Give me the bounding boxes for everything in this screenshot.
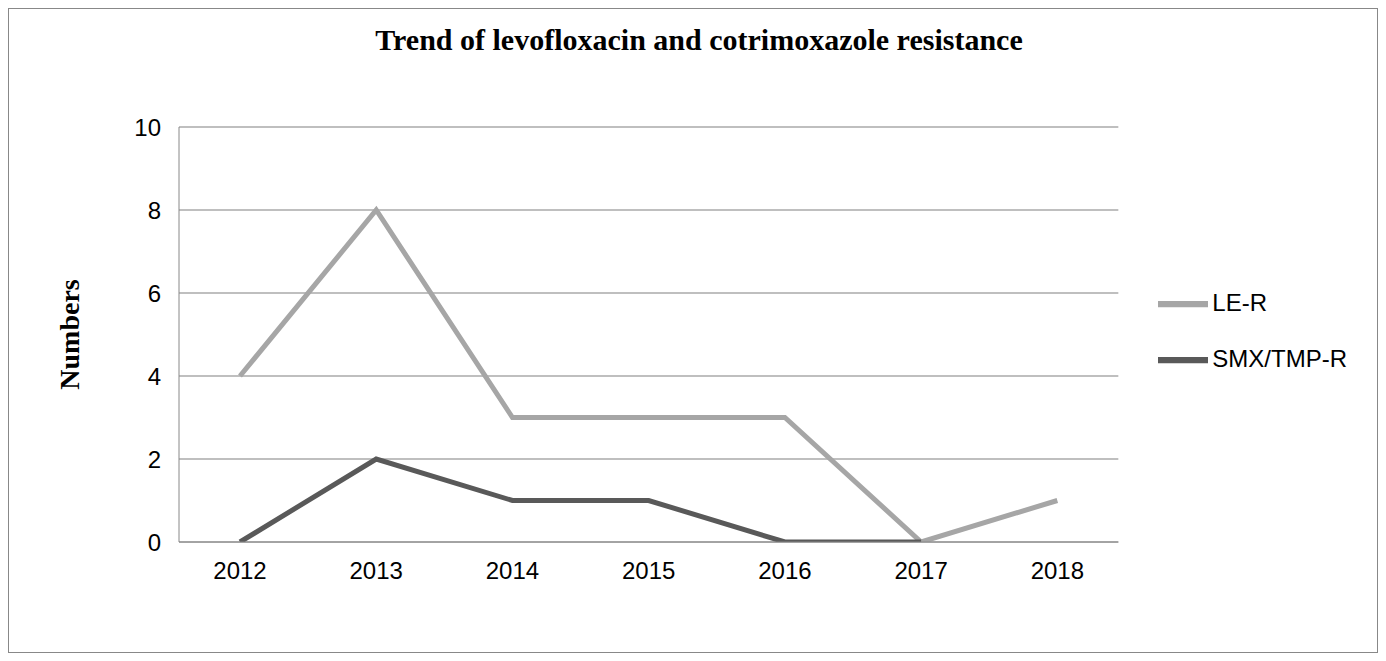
html-text:SMX/TMP-R: SMX/TMP-R (1212, 344, 1347, 372)
svg-text:2015: 2015 (622, 557, 675, 584)
html-text:Trend of levofloxacin and cotr: Trend of levofloxacin and cotrimoxazole … (375, 23, 1023, 56)
svg-text:2013: 2013 (350, 557, 403, 584)
svg-text:0: 0 (148, 529, 161, 556)
svg-text:2018: 2018 (1031, 557, 1084, 584)
svg-text:6: 6 (148, 280, 161, 307)
svg-text:2017: 2017 (894, 557, 947, 584)
svg-text:2014: 2014 (486, 557, 539, 584)
svg-text:10: 10 (134, 114, 161, 141)
svg-text:2012: 2012 (213, 557, 266, 584)
svg-text:Numbers: Numbers (54, 279, 85, 390)
html-text:LE-R: LE-R (1212, 288, 1267, 316)
svg-text:4: 4 (148, 363, 161, 390)
svg-text:2: 2 (148, 446, 161, 473)
svg-text:2016: 2016 (758, 557, 811, 584)
svg-text:8: 8 (148, 197, 161, 224)
